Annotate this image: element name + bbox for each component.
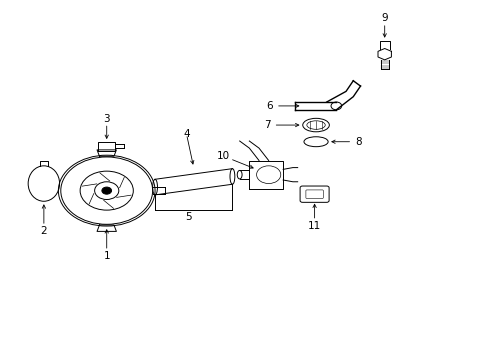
Text: 1: 1	[103, 251, 110, 261]
Text: 9: 9	[381, 13, 387, 23]
Text: 11: 11	[307, 221, 321, 231]
Text: 3: 3	[103, 114, 110, 124]
Text: 8: 8	[355, 137, 361, 147]
Text: 2: 2	[41, 226, 47, 237]
Text: 4: 4	[183, 129, 189, 139]
Text: 6: 6	[266, 101, 272, 111]
Text: 10: 10	[217, 151, 230, 161]
Text: 5: 5	[185, 212, 192, 222]
Circle shape	[102, 187, 111, 194]
Text: 7: 7	[264, 120, 270, 130]
